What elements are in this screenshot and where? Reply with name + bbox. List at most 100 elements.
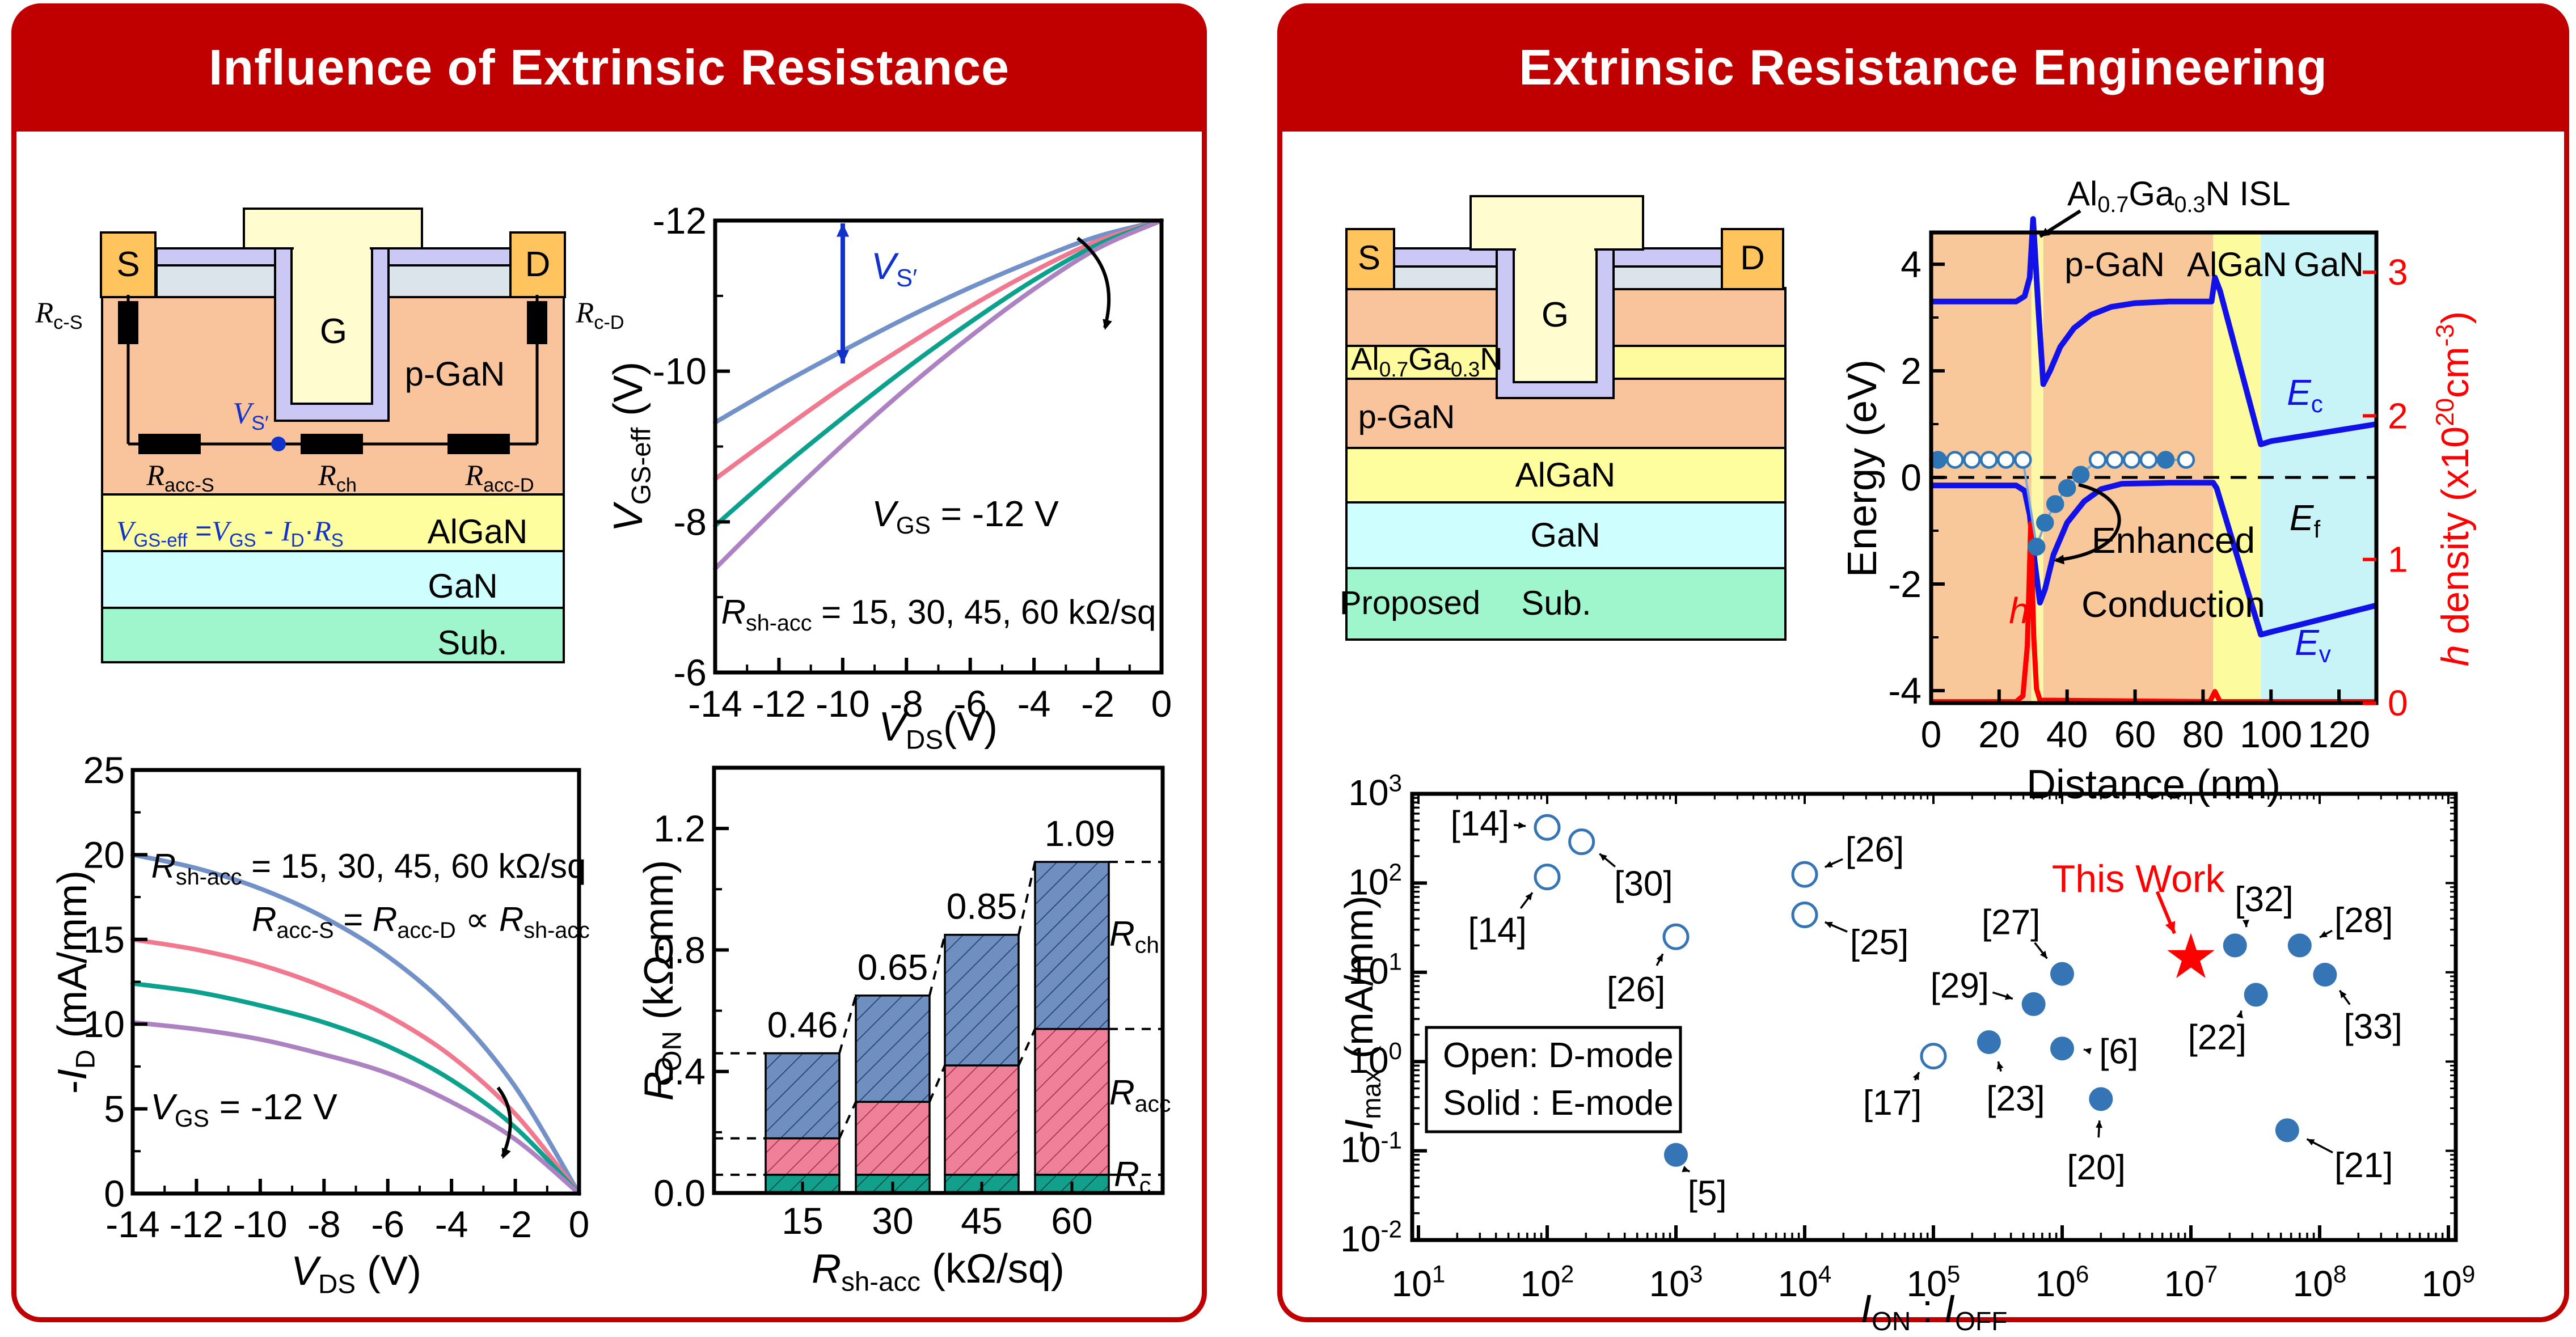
drain-label: D bbox=[1740, 239, 1765, 277]
svg-text:-14: -14 bbox=[688, 683, 742, 725]
svg-text:Ev: Ev bbox=[2295, 622, 2331, 667]
gan-layer bbox=[1345, 501, 1787, 569]
svg-text:Energy (eV): Energy (eV) bbox=[1840, 359, 1885, 577]
vgs-eff-chart: -14 -12 -10 -8 -6 -4 -2 0-12-10-8-6VDS(V)VGS-ef… bbox=[606, 200, 1172, 755]
point-[26] bbox=[1662, 923, 1690, 950]
region-AlGaN bbox=[2213, 232, 2261, 703]
series-1 bbox=[130, 937, 581, 1196]
svg-text:104: 104 bbox=[1778, 1261, 1832, 1304]
svg-text:[23]: [23] bbox=[1986, 1080, 2045, 1119]
racc-s-label: Racc-S bbox=[146, 459, 214, 497]
svg-text:[33]: [33] bbox=[2343, 1008, 2402, 1047]
region-p-GaN bbox=[1931, 232, 2032, 703]
svg-text:45: 45 bbox=[961, 1200, 1002, 1242]
gate-head bbox=[1469, 195, 1644, 251]
svg-text:4: 4 bbox=[1901, 243, 1922, 285]
bar-seg bbox=[944, 933, 1020, 1067]
series-0 bbox=[713, 218, 1164, 425]
svg-text:Al0.7Ga0.3N ISL: Al0.7Ga0.3N ISL bbox=[2067, 175, 2291, 217]
svg-text:109: 109 bbox=[2422, 1261, 2476, 1304]
svg-text:-ID (mA/mm): -ID (mA/mm) bbox=[50, 870, 100, 1094]
svg-text:ION : IOFF: ION : IOFF bbox=[1861, 1287, 2008, 1336]
svg-text:[29]: [29] bbox=[1931, 966, 1989, 1005]
svg-text:Racc: Racc bbox=[1109, 1073, 1171, 1116]
svg-text:-6: -6 bbox=[953, 683, 987, 725]
vs-node-label: VS′ bbox=[233, 396, 269, 435]
series-2 bbox=[130, 981, 581, 1196]
svg-text:10: 10 bbox=[83, 1003, 125, 1045]
sub-label: Sub. bbox=[437, 624, 508, 662]
svg-text:3: 3 bbox=[2388, 252, 2408, 293]
svg-text:VDS (V): VDS (V) bbox=[291, 1249, 421, 1299]
svg-text:15: 15 bbox=[83, 919, 125, 961]
svg-text:0.0: 0.0 bbox=[653, 1172, 706, 1214]
svg-text:Rsh-acc = 15, 30, 45, 60 kΩ/sq: Rsh-acc = 15, 30, 45, 60 kΩ/sq bbox=[721, 593, 1156, 636]
gate-seam bbox=[1516, 245, 1594, 252]
proposed-label: Proposed bbox=[1339, 585, 1481, 621]
racc-d-label: Racc-D bbox=[465, 459, 534, 497]
svg-text:120: 120 bbox=[2308, 713, 2370, 755]
ron-bar-chart: 0.0 0.4 0.8 1.2 15 30 45 60 0.46 0.65 0.85 1.09 Rch R… bbox=[636, 765, 1171, 1297]
svg-text:Conduction: Conduction bbox=[2081, 584, 2265, 625]
svg-text:-8: -8 bbox=[673, 501, 707, 543]
point-[30] bbox=[1568, 828, 1595, 856]
svg-text:0: 0 bbox=[1901, 456, 1922, 498]
rcs-label: Rc-S bbox=[35, 297, 83, 334]
svg-text:Rsh-acc (kΩ/sq): Rsh-acc (kΩ/sq) bbox=[812, 1246, 1065, 1297]
gate-stem bbox=[1513, 247, 1598, 383]
substrate-layer bbox=[101, 607, 565, 663]
id-vds-chart: -14 -12 -10 -8 -6 -4 -2 0 0 5 10 15 20 25 VDS (V) -ID (… bbox=[50, 749, 590, 1299]
pgan-label: p-GaN bbox=[404, 355, 505, 393]
bar-seg bbox=[765, 1052, 841, 1140]
svg-text:20: 20 bbox=[1978, 713, 2020, 755]
gan-label: GaN bbox=[1530, 516, 1601, 554]
svg-text:Open: D-mode: Open: D-mode bbox=[1443, 1036, 1674, 1075]
source-label: S bbox=[1357, 239, 1381, 277]
svg-text:0.65: 0.65 bbox=[858, 947, 928, 988]
svg-text:-4: -4 bbox=[1888, 670, 1922, 712]
gate-label: G bbox=[319, 312, 348, 351]
algan-label: AlGaN bbox=[427, 513, 528, 551]
point-[26] bbox=[1791, 861, 1818, 888]
bar-seg bbox=[765, 1137, 841, 1176]
svg-text:10-1: 10-1 bbox=[1340, 1127, 1402, 1170]
h-density-curve bbox=[1931, 521, 2376, 704]
point-[32] bbox=[2223, 933, 2247, 958]
svg-text:VDS(V): VDS(V) bbox=[879, 704, 998, 755]
svg-text:-14: -14 bbox=[105, 1203, 159, 1245]
right-panel-banner: Extrinsic Resistance Engineering bbox=[1277, 3, 2569, 132]
svg-text:0: 0 bbox=[1151, 683, 1172, 725]
svg-text:[25]: [25] bbox=[1850, 923, 1908, 962]
svg-text:0.4: 0.4 bbox=[653, 1051, 706, 1093]
point-[33] bbox=[2313, 963, 2337, 987]
svg-text:Rch: Rch bbox=[1109, 915, 1159, 958]
bar-seg bbox=[855, 995, 931, 1103]
svg-text:1: 1 bbox=[2388, 539, 2408, 580]
point-[5] bbox=[1664, 1143, 1688, 1167]
source-contact bbox=[100, 231, 157, 298]
substrate-layer bbox=[1345, 567, 1787, 641]
svg-text:20: 20 bbox=[83, 833, 125, 875]
svg-text:108: 108 bbox=[2293, 1261, 2347, 1304]
svg-text:2: 2 bbox=[1901, 350, 1922, 392]
region-GaN bbox=[2261, 232, 2376, 703]
svg-text:105: 105 bbox=[1907, 1261, 1961, 1304]
vgs-eff-equation: VGS-eff =VGS - ID·RS bbox=[116, 515, 344, 551]
source-label: S bbox=[116, 245, 140, 284]
svg-text:[27]: [27] bbox=[1982, 903, 2040, 942]
gan-label: GaN bbox=[428, 567, 498, 605]
point-[27] bbox=[2050, 962, 2074, 986]
svg-text:-12: -12 bbox=[752, 683, 806, 725]
drain-label: D bbox=[525, 245, 551, 284]
drain-contact bbox=[509, 231, 566, 298]
svg-text:60: 60 bbox=[1051, 1200, 1092, 1242]
svg-text:VGS = -12 V: VGS = -12 V bbox=[150, 1086, 337, 1132]
svg-text:25: 25 bbox=[83, 749, 125, 791]
svg-text:[28]: [28] bbox=[2334, 901, 2393, 940]
svg-text:-12: -12 bbox=[653, 200, 707, 242]
point-this-work bbox=[2167, 933, 2215, 978]
gan-layer bbox=[101, 550, 565, 609]
series-0 bbox=[130, 852, 581, 1196]
algan-layer bbox=[1345, 447, 1787, 504]
